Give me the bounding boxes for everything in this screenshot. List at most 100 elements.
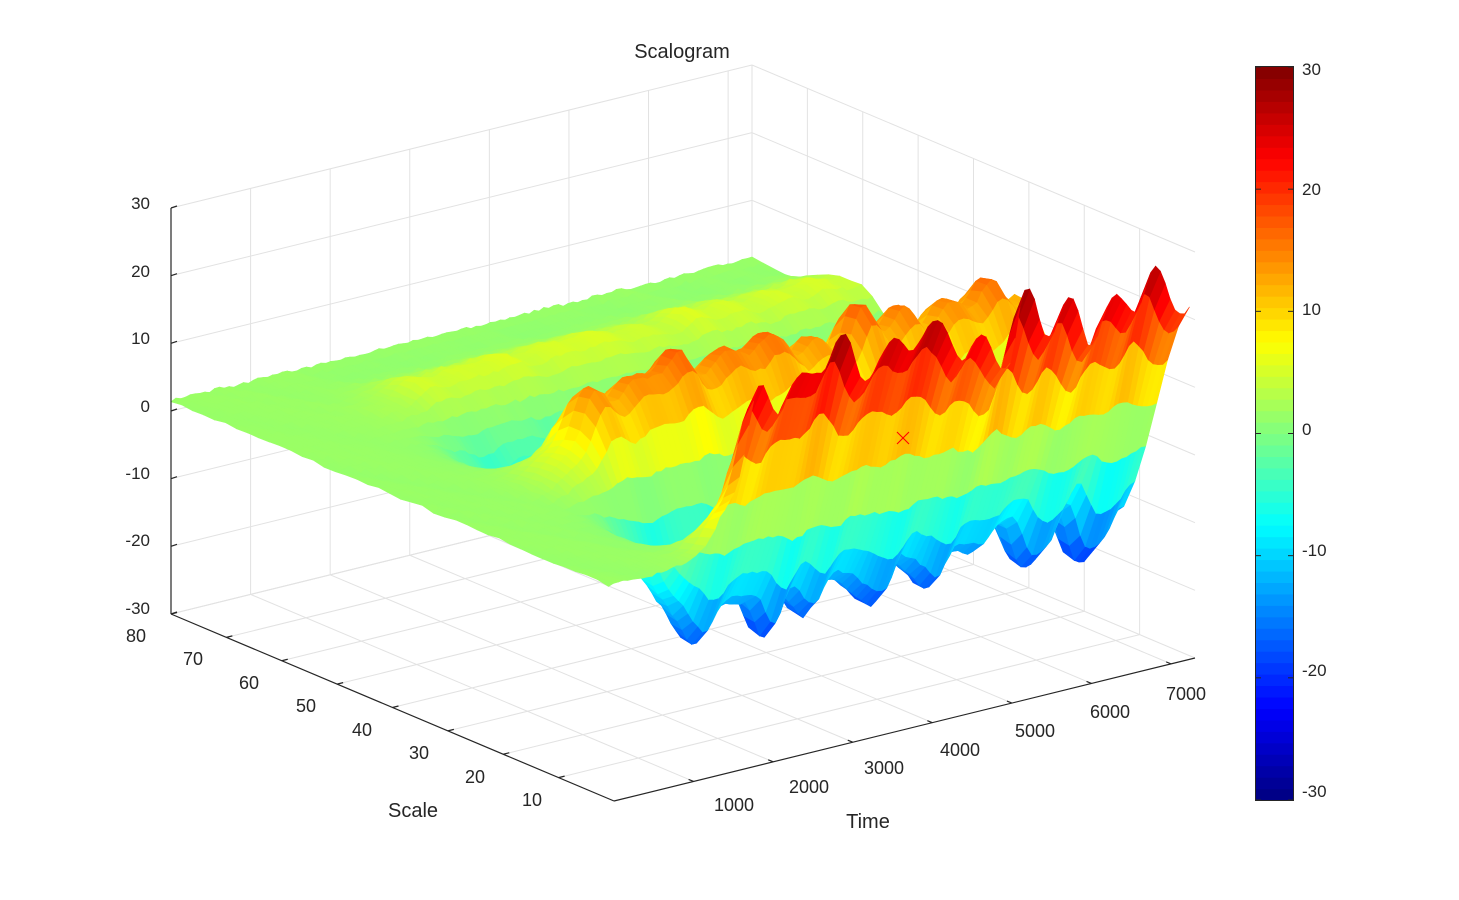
colorbar-tick-label: -20 [1302,661,1327,680]
chart-title: Scalogram [634,41,730,63]
colorbar-band [1256,559,1293,572]
colorbar-band [1256,215,1293,228]
grid-line [170,132,753,277]
x-tick-mark [767,759,774,763]
x-tick-mark [847,739,853,743]
colorbar-band [1256,341,1293,354]
colorbar-band [1256,479,1293,492]
grid-line [170,64,753,209]
colorbar-tick-label: 0 [1302,420,1311,439]
y-tick-mark [281,658,288,662]
x-tick-label: 7000 [1166,684,1206,704]
colorbar-band [1256,674,1293,687]
colorbar-band [1256,456,1293,469]
x-tick-mark [927,720,933,724]
colorbar-band [1256,525,1293,538]
colorbar-band [1256,754,1293,767]
colorbar-band [1256,502,1293,515]
z-tick-label: -30 [125,599,150,618]
y-tick-mark [226,635,233,638]
colorbar-band [1256,387,1293,400]
grid-line [170,199,753,344]
grid-line [751,132,1196,321]
x-tick-label: 1000 [714,795,754,815]
colorbar-band [1256,548,1293,561]
colorbar-band [1256,719,1293,732]
y-tick-mark [503,752,510,755]
y-tick-mark [447,728,455,732]
colorbar-band [1256,250,1293,263]
colorbar-band [1256,318,1293,332]
surface-plot [170,256,1190,645]
colorbar-band [1256,158,1293,171]
y-tick-label: 70 [183,649,203,669]
y-tick-label: 30 [409,743,429,763]
colorbar-band [1256,112,1293,125]
colorbar-band [1256,582,1293,595]
colorbar-band [1256,181,1293,194]
colorbar-band [1256,651,1293,664]
colorbar-band [1256,616,1293,629]
colorbar-band [1256,433,1293,446]
colorbar-band [1256,204,1293,217]
colorbar-band [1256,296,1293,309]
colorbar-band [1256,101,1293,114]
colorbar-band [1256,593,1293,606]
x-tick-label: 2000 [789,777,829,797]
y-axis: 10 20 30 40 50 60 70 80 Scale [126,626,542,822]
colorbar-tick-label: 30 [1302,60,1321,79]
colorbar-band [1256,376,1293,389]
x-tick-label: 5000 [1015,721,1055,741]
colorbar-band [1256,742,1293,755]
colorbar-band [1256,410,1293,423]
colorbar-band [1256,422,1293,435]
colorbar-band [1256,696,1293,709]
colorbar-band [1256,708,1293,721]
colorbar-band [1256,444,1293,457]
x-axis-label: Time [846,811,890,833]
z-tick-label: -10 [125,464,150,483]
y-axis-label: Scale [388,800,438,822]
grid-line [447,587,1029,732]
colorbar-band [1256,662,1293,675]
z-axis: -30 -20 -10 0 10 20 30 [125,194,150,618]
y-tick-mark [392,705,399,709]
z-tick-label: 0 [141,397,150,416]
z-tick-label: 20 [131,262,150,281]
colorbar-band [1256,777,1293,790]
colorbar-band [1256,170,1293,183]
colorbar-band [1256,731,1293,744]
x-tick-label: 6000 [1090,702,1130,722]
colorbar: -30 -20 -10 0 10 20 30 [1255,60,1327,801]
z-tick-label: 10 [131,329,150,348]
colorbar-band [1256,147,1293,160]
colorbar-band [1256,364,1293,377]
colorbar-tick-label: 10 [1302,300,1321,319]
y-tick-label: 40 [352,720,372,740]
y-tick-label: 60 [239,673,259,693]
y-tick-label: 10 [522,790,542,810]
colorbar-band [1256,788,1293,801]
colorbar-band [1256,261,1293,274]
colorbar-band [1256,605,1293,618]
y-tick-mark [336,682,344,685]
x-tick-mark [1086,680,1092,685]
colorbar-band [1256,467,1293,480]
colorbar-band [1256,570,1293,583]
x-tick-mark [1006,700,1013,704]
colorbar-band [1256,238,1293,251]
x-axis-line [613,657,1196,802]
y-tick-label: 50 [296,696,316,716]
colorbar-band [1256,765,1293,778]
y-tick-label: 80 [126,626,146,646]
x-tick-mark [688,778,694,782]
colorbar-band [1256,536,1293,549]
colorbar-band [1256,124,1293,137]
colorbar-band [1256,273,1293,286]
colorbar-gradient [1256,67,1293,801]
colorbar-band [1256,353,1293,366]
colorbar-band [1256,399,1293,412]
colorbar-tick-label: -30 [1302,782,1327,801]
colorbar-band [1256,78,1293,91]
